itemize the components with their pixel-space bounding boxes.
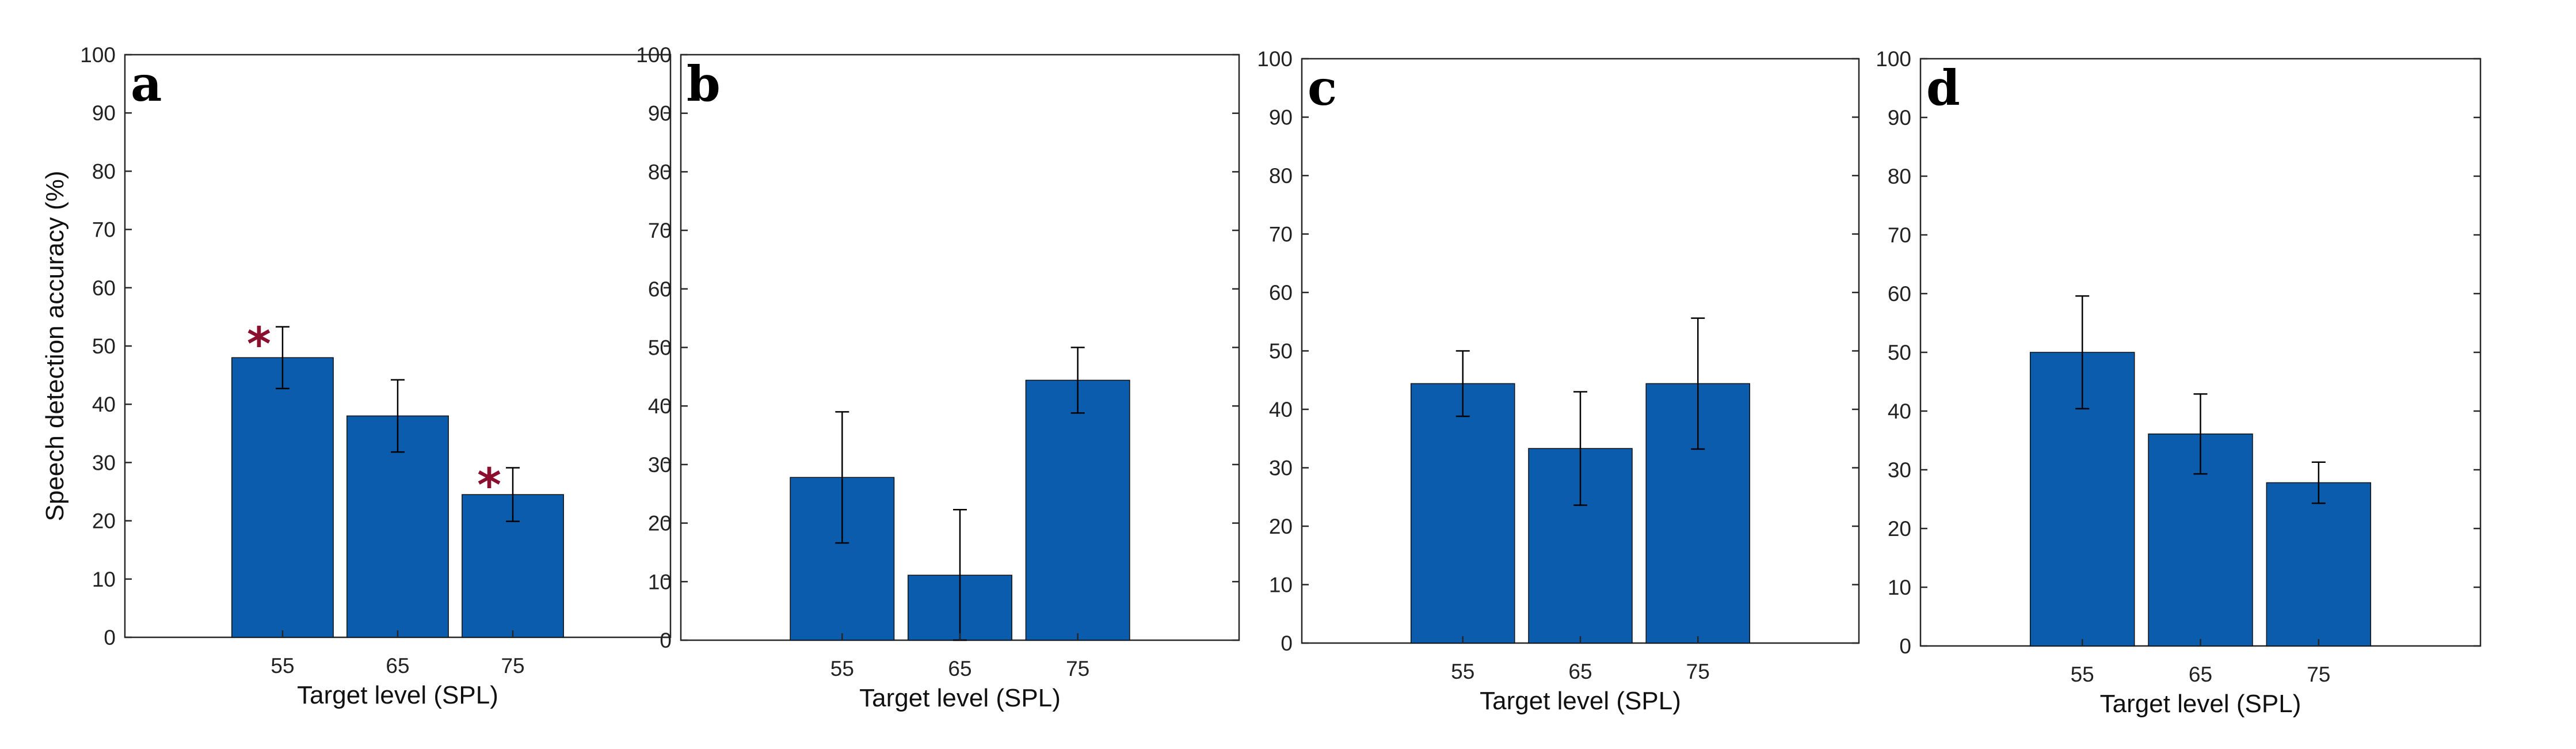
y-tick-label: 90 (1269, 106, 1293, 130)
y-tick-label: 70 (1888, 223, 1911, 247)
y-tick-label: 30 (1269, 457, 1293, 480)
x-axis-label: Target level (SPL) (1480, 687, 1681, 715)
y-tick-label: 20 (1269, 515, 1293, 538)
significance-star: * (247, 318, 271, 371)
y-tick-label: 100 (1876, 47, 1911, 71)
y-tick-label: 70 (92, 218, 116, 242)
y-tick-label: 10 (92, 568, 116, 591)
y-tick-label: 50 (648, 336, 672, 360)
y-tick-label: 40 (92, 393, 116, 416)
y-tick-label: 0 (104, 626, 116, 649)
x-tick-label: 65 (386, 654, 409, 678)
y-tick-label: 10 (648, 570, 672, 594)
bar-65 (346, 415, 449, 638)
panel-letter: d (1926, 59, 1960, 116)
y-tick-label: 90 (1888, 106, 1911, 130)
panel-letter: c (1308, 59, 1337, 116)
significance-star: * (477, 459, 501, 512)
y-tick-label: 80 (648, 160, 672, 184)
x-axis-label: Target level (SPL) (297, 681, 498, 709)
y-tick-label: 0 (1281, 632, 1293, 655)
panel-letter: b (687, 55, 721, 112)
y-tick-label: 10 (1269, 573, 1293, 597)
x-tick-label: 55 (830, 657, 854, 680)
y-tick-label: 80 (1888, 165, 1911, 188)
y-tick-label: 100 (1257, 47, 1293, 71)
x-tick-label: 55 (270, 654, 294, 678)
y-tick-label: 20 (92, 510, 116, 533)
y-tick-label: 30 (92, 451, 116, 474)
x-axis-label: Target level (SPL) (859, 684, 1061, 712)
x-tick-label: 75 (501, 654, 524, 678)
y-tick-label: 40 (1888, 400, 1911, 423)
x-tick-label: 65 (1568, 660, 1592, 683)
y-tick-label: 30 (1888, 458, 1911, 482)
y-tick-label: 20 (648, 512, 672, 535)
x-tick-label: 65 (2189, 663, 2212, 686)
y-tick-label: 0 (660, 629, 672, 652)
x-tick-label: 65 (948, 657, 971, 680)
y-tick-label: 60 (648, 277, 672, 301)
y-tick-label: 50 (1888, 341, 1911, 364)
bar-75 (1025, 379, 1130, 641)
y-tick-label: 60 (92, 276, 116, 300)
x-tick-label: 75 (2307, 663, 2330, 686)
y-tick-label: 40 (648, 394, 672, 418)
bar-75 (2266, 482, 2372, 647)
x-tick-label: 75 (1066, 657, 1089, 680)
x-tick-label: 55 (1451, 660, 1474, 683)
y-tick-label: 0 (1899, 634, 1911, 658)
y-tick-label: 100 (636, 43, 672, 67)
y-tick-label: 70 (1269, 223, 1293, 246)
y-tick-label: 100 (80, 43, 116, 67)
y-tick-label: 20 (1888, 517, 1911, 541)
x-tick-label: 75 (1686, 660, 1710, 683)
panel-letter: a (131, 55, 162, 112)
y-tick-label: 60 (1269, 281, 1293, 305)
y-tick-label: 40 (1269, 398, 1293, 421)
bar-55 (231, 357, 334, 638)
y-axis-label: Speech detection accuracy (%) (41, 171, 69, 522)
y-tick-label: 70 (648, 219, 672, 242)
panel-d: 0 10 20 30 40 50 60 70 80 90 100 55 65 75 Target level… (1876, 47, 2482, 718)
y-tick-label: 10 (1888, 576, 1911, 599)
y-tick-label: 80 (92, 159, 116, 183)
y-tick-label: 60 (1888, 282, 1911, 306)
bar-55 (1410, 383, 1515, 644)
y-tick-label: 50 (92, 334, 116, 358)
y-tick-label: 90 (92, 101, 116, 125)
x-axis-label: Target level (SPL) (2100, 690, 2301, 718)
y-tick-label: 50 (1269, 340, 1293, 363)
y-tick-label: 80 (1269, 164, 1293, 188)
x-tick-label: 55 (2071, 663, 2094, 686)
y-tick-label: 90 (648, 102, 672, 126)
y-tick-label: 30 (648, 453, 672, 477)
